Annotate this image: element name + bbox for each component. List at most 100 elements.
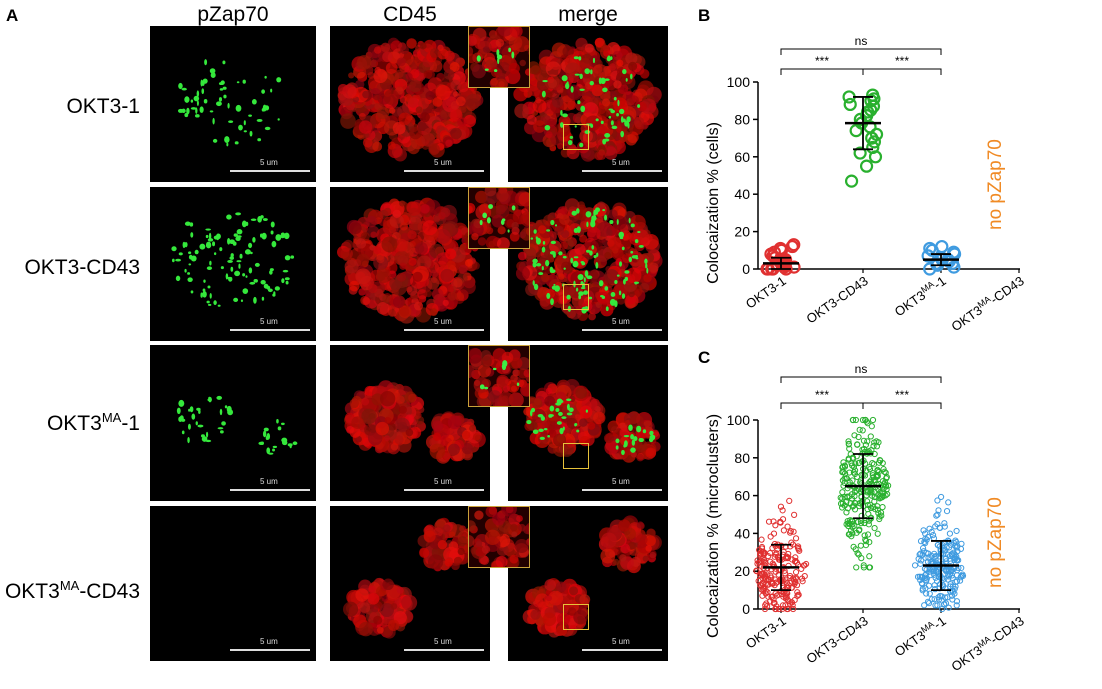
data-point — [931, 586, 939, 593]
data-point — [853, 564, 860, 571]
data-point — [864, 438, 871, 445]
data-point — [883, 486, 890, 493]
data-point — [953, 602, 960, 609]
scale-bar — [582, 329, 662, 331]
data-point — [779, 507, 786, 514]
data-point — [860, 564, 867, 571]
data-point — [844, 174, 859, 188]
data-point — [871, 498, 878, 505]
scale-bar-label: 5 um — [612, 637, 630, 646]
y-tick-label: 20 — [734, 563, 750, 579]
chart-c: 0 20 40 60 80 100 OKT3-1 OKT3-CD43 OKT3MA-1OKT3M… — [705, 362, 1027, 674]
data-point — [843, 475, 850, 482]
y-tick-label: 20 — [734, 224, 750, 240]
data-point — [799, 578, 806, 585]
data-point — [770, 530, 778, 537]
scale-bar-label: 5 um — [434, 317, 452, 326]
data-point — [763, 600, 770, 607]
image-okt3-cd43-merge: 5 um — [508, 187, 668, 341]
data-point — [864, 531, 872, 538]
data-point — [911, 562, 919, 569]
significance-bracket — [780, 48, 942, 55]
data-point — [786, 497, 793, 504]
data-point — [923, 241, 937, 256]
data-point — [926, 590, 933, 597]
data-point — [934, 511, 941, 518]
data-point — [773, 603, 780, 610]
data-point — [792, 569, 800, 576]
row-label-okt3ma-1: OKT3MA-1 — [46, 410, 140, 435]
data-point — [958, 540, 965, 547]
data-point — [874, 466, 881, 473]
data-point — [773, 550, 780, 557]
data-point — [843, 97, 857, 112]
data-point — [852, 460, 859, 467]
significance-bracket — [862, 68, 942, 75]
data-point — [935, 507, 942, 514]
data-point — [772, 605, 780, 613]
chart-c-ylabel: Colocaization % (microclusters) — [705, 414, 722, 638]
data-point — [874, 506, 881, 513]
data-point — [879, 489, 886, 496]
data-point — [841, 502, 848, 509]
data-point — [947, 568, 955, 575]
significance-bracket — [780, 376, 942, 383]
data-point — [869, 470, 876, 477]
column-header-cd45: CD45 — [383, 3, 437, 26]
data-point — [851, 432, 858, 439]
data-point — [945, 604, 952, 611]
data-point — [839, 489, 846, 496]
image-okt3ma-1-pzap70: 5 um — [150, 345, 316, 501]
data-point — [926, 525, 933, 532]
data-point — [920, 548, 927, 555]
zoom-inset — [468, 345, 530, 407]
data-point — [791, 511, 798, 518]
data-point — [946, 544, 953, 551]
data-point — [870, 474, 877, 481]
data-point — [956, 577, 964, 584]
data-point — [851, 467, 859, 474]
data-point — [859, 416, 867, 424]
data-point — [868, 492, 876, 499]
data-point — [941, 520, 948, 527]
image-okt3ma-cd43-pzap70: 5 um — [150, 506, 316, 661]
data-point — [801, 573, 808, 580]
data-point — [870, 504, 877, 511]
significance-label: *** — [815, 54, 829, 68]
data-point — [866, 88, 880, 102]
data-point — [846, 445, 853, 452]
data-point — [919, 551, 926, 558]
x-tick-label: OKT3MA-1 — [891, 612, 949, 659]
data-point — [790, 528, 797, 535]
y-tick-label: 0 — [742, 261, 750, 277]
data-point — [849, 530, 856, 537]
data-point — [790, 575, 797, 582]
data-point — [761, 605, 769, 613]
data-point — [932, 602, 939, 609]
data-point — [921, 602, 928, 609]
data-point — [936, 524, 944, 532]
data-point — [848, 533, 855, 540]
data-point — [942, 600, 950, 607]
data-point — [862, 536, 869, 543]
data-point — [758, 536, 765, 543]
zoom-region-box — [563, 124, 589, 150]
data-point — [854, 441, 861, 448]
data-point — [770, 596, 777, 603]
data-point — [958, 564, 965, 572]
scale-bar-label: 5 um — [612, 477, 630, 486]
data-point — [866, 553, 873, 560]
significance-label: *** — [895, 388, 909, 402]
data-point — [859, 427, 866, 434]
x-tick-label: OKT3-CD43 — [804, 273, 871, 326]
data-point — [939, 575, 946, 582]
data-point — [843, 521, 850, 528]
data-point — [771, 553, 778, 560]
x-tick-label: OKT3MA-CD43 — [948, 612, 1027, 674]
column-header-pzap70: pZap70 — [197, 3, 269, 26]
image-okt3-1-merge: 5 um — [508, 26, 668, 182]
data-point — [848, 517, 856, 524]
data-point — [919, 587, 926, 594]
data-point — [758, 543, 766, 551]
zoom-inset — [468, 26, 530, 88]
